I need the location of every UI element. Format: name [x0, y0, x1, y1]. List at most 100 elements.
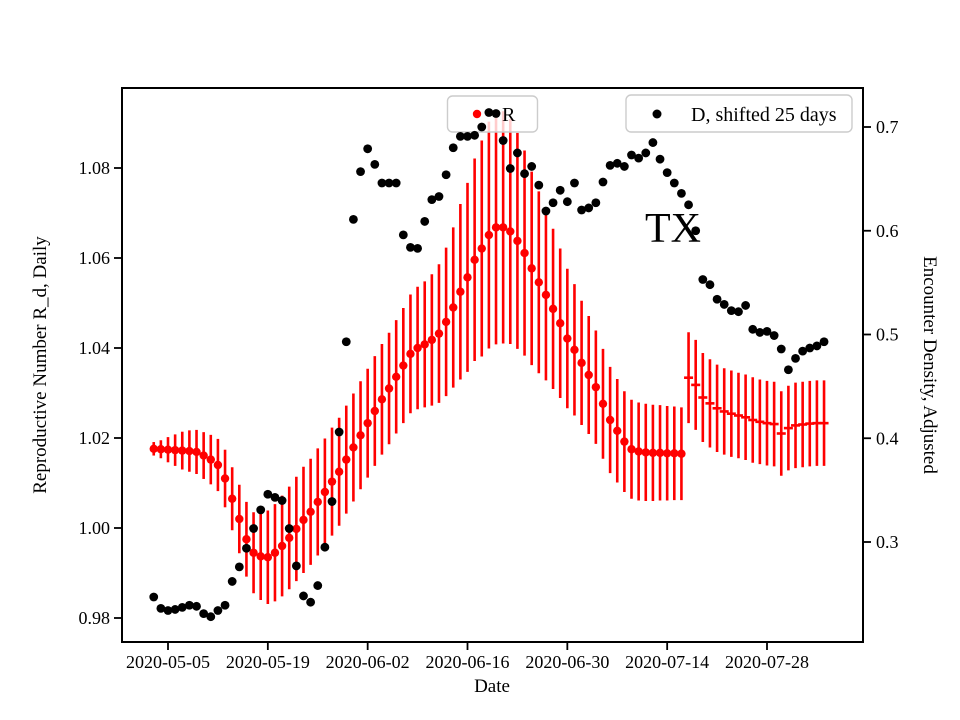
- r-point: [356, 431, 365, 440]
- r-point: [498, 223, 508, 232]
- d-point: [398, 230, 408, 240]
- d-point: [220, 600, 230, 610]
- d-point: [734, 307, 743, 317]
- d-point: [655, 154, 665, 164]
- d-point: [284, 524, 294, 533]
- x-tick-label: 2020-07-14: [625, 652, 709, 672]
- r-point: [491, 223, 501, 232]
- r-point: [178, 446, 187, 455]
- d-point: [170, 605, 180, 614]
- d-point: [299, 591, 308, 601]
- r-point: [256, 552, 265, 561]
- r-point: [235, 514, 244, 524]
- r-point: [320, 487, 330, 497]
- d-point: [320, 542, 330, 552]
- d-point: [520, 169, 529, 179]
- axes-layer: 2020-05-05 2020-05-19 2020-06-02 2020-06-16…: [79, 87, 899, 672]
- state-annotation: TX: [645, 206, 701, 252]
- r-point: [427, 335, 437, 345]
- r-point-dash: [805, 422, 815, 425]
- d-point: [805, 343, 815, 353]
- y-right-tick-label: 0.4: [876, 428, 899, 448]
- r-point-dash: [741, 416, 751, 419]
- d-point: [470, 130, 480, 140]
- d-point: [242, 543, 251, 553]
- r-point: [263, 553, 273, 562]
- r-point-dash: [705, 402, 715, 405]
- r-point: [613, 426, 622, 435]
- d-point: [705, 280, 715, 290]
- d-point: [798, 346, 808, 356]
- r-point: [605, 415, 615, 425]
- d-point: [762, 326, 772, 336]
- d-point: [598, 177, 608, 187]
- r-point-dash: [726, 412, 736, 415]
- r-point: [363, 418, 372, 428]
- d-point: [256, 505, 266, 515]
- d-point: [420, 217, 430, 226]
- d-point: [234, 562, 244, 572]
- r-point: [470, 255, 479, 264]
- d-point: [370, 159, 380, 169]
- d-point: [498, 136, 508, 145]
- y-axis-left-label: Reproductive Number R_d, Daily: [30, 236, 51, 494]
- r-point: [441, 317, 451, 327]
- r-point: [285, 533, 294, 543]
- d-point: [206, 612, 216, 622]
- d-point: [149, 592, 159, 602]
- legend-d: D, shifted 25 days: [625, 94, 853, 133]
- d-point: [227, 577, 237, 586]
- d-point: [783, 365, 793, 375]
- r-point: [227, 494, 237, 503]
- d-point: [534, 180, 544, 190]
- x-tick-label: 2020-07-28: [725, 652, 809, 672]
- r-point: [149, 444, 158, 453]
- r-point: [662, 449, 672, 458]
- d-point: [356, 167, 365, 177]
- x-axis-label: Date: [474, 676, 510, 697]
- d-point: [712, 294, 722, 304]
- d-point: [612, 158, 622, 168]
- r-point: [477, 244, 486, 253]
- d-series-layer: [149, 108, 829, 622]
- r-point-dash: [755, 420, 765, 424]
- x-tick-label: 2020-06-16: [426, 652, 510, 672]
- r-point: [541, 290, 551, 300]
- d-point: [812, 341, 822, 351]
- d-point: [662, 168, 672, 178]
- d-point: [648, 138, 658, 147]
- r-point: [277, 541, 287, 551]
- d-point: [192, 601, 201, 611]
- r-point: [570, 345, 579, 354]
- r-point-dash: [712, 407, 722, 410]
- r-point: [513, 236, 522, 246]
- d-point: [755, 328, 765, 337]
- r-point: [399, 361, 408, 370]
- plot-border: [121, 87, 864, 643]
- d-point: [184, 600, 194, 610]
- d-point: [349, 214, 358, 224]
- d-point: [263, 489, 273, 499]
- r-point: [170, 445, 180, 455]
- d-point: [819, 337, 829, 347]
- r-point: [548, 304, 558, 314]
- r-point-dash: [798, 423, 808, 426]
- d-point: [455, 131, 465, 141]
- r-point: [506, 227, 515, 236]
- d-point: [384, 178, 394, 188]
- d-point: [156, 604, 166, 613]
- r-point: [270, 548, 280, 557]
- r-point: [156, 445, 166, 454]
- r-point-dash: [783, 426, 793, 430]
- y-right-tick-label: 0.7: [876, 117, 899, 137]
- d-point: [505, 164, 515, 173]
- r-point: [456, 287, 465, 296]
- d-point: [491, 109, 501, 118]
- r-point-dash: [691, 383, 701, 387]
- y-left-tick-label: 1.02: [79, 428, 111, 448]
- d-point: [527, 162, 537, 171]
- r-point: [577, 358, 586, 368]
- r-point: [242, 535, 251, 544]
- r-point: [527, 264, 536, 273]
- d-point: [341, 337, 351, 347]
